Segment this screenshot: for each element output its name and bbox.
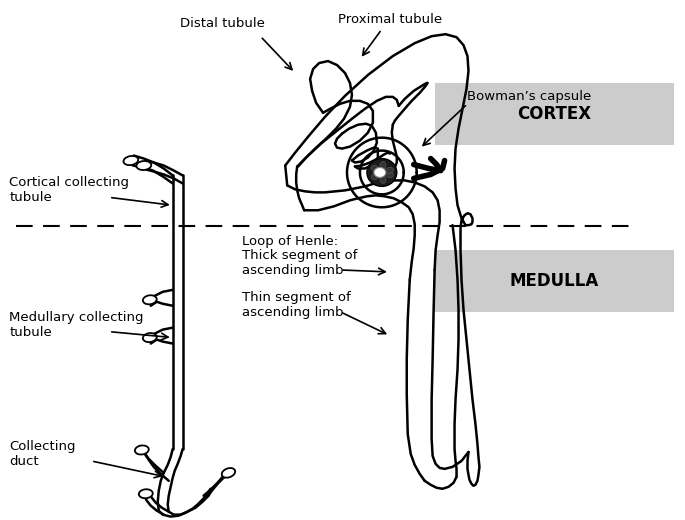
Text: Cortical collecting
tubule: Cortical collecting tubule xyxy=(10,176,129,204)
Ellipse shape xyxy=(371,165,379,172)
Ellipse shape xyxy=(380,162,386,170)
Ellipse shape xyxy=(143,333,157,342)
Ellipse shape xyxy=(374,167,386,177)
Ellipse shape xyxy=(143,295,157,304)
Text: Thick segment of
ascending limb: Thick segment of ascending limb xyxy=(242,249,358,277)
Ellipse shape xyxy=(139,489,153,498)
Bar xyxy=(434,250,673,311)
Text: Proximal tubule: Proximal tubule xyxy=(338,13,442,26)
Ellipse shape xyxy=(386,167,393,174)
Text: MEDULLA: MEDULLA xyxy=(510,272,599,290)
Ellipse shape xyxy=(386,172,393,178)
Ellipse shape xyxy=(222,468,235,478)
Ellipse shape xyxy=(371,173,379,179)
Text: Thin segment of
ascending limb: Thin segment of ascending limb xyxy=(242,291,351,319)
Ellipse shape xyxy=(136,161,151,170)
Text: Bowman’s capsule: Bowman’s capsule xyxy=(467,90,592,103)
Ellipse shape xyxy=(380,175,386,184)
Text: Distal tubule: Distal tubule xyxy=(180,17,265,30)
Ellipse shape xyxy=(123,156,138,165)
Text: Medullary collecting
tubule: Medullary collecting tubule xyxy=(10,310,144,339)
Ellipse shape xyxy=(135,446,149,454)
Text: Loop of Henle:: Loop of Henle: xyxy=(242,235,338,248)
Text: Collecting
duct: Collecting duct xyxy=(10,440,76,468)
Ellipse shape xyxy=(367,159,397,186)
Bar xyxy=(434,83,673,145)
Text: CORTEX: CORTEX xyxy=(517,105,591,123)
